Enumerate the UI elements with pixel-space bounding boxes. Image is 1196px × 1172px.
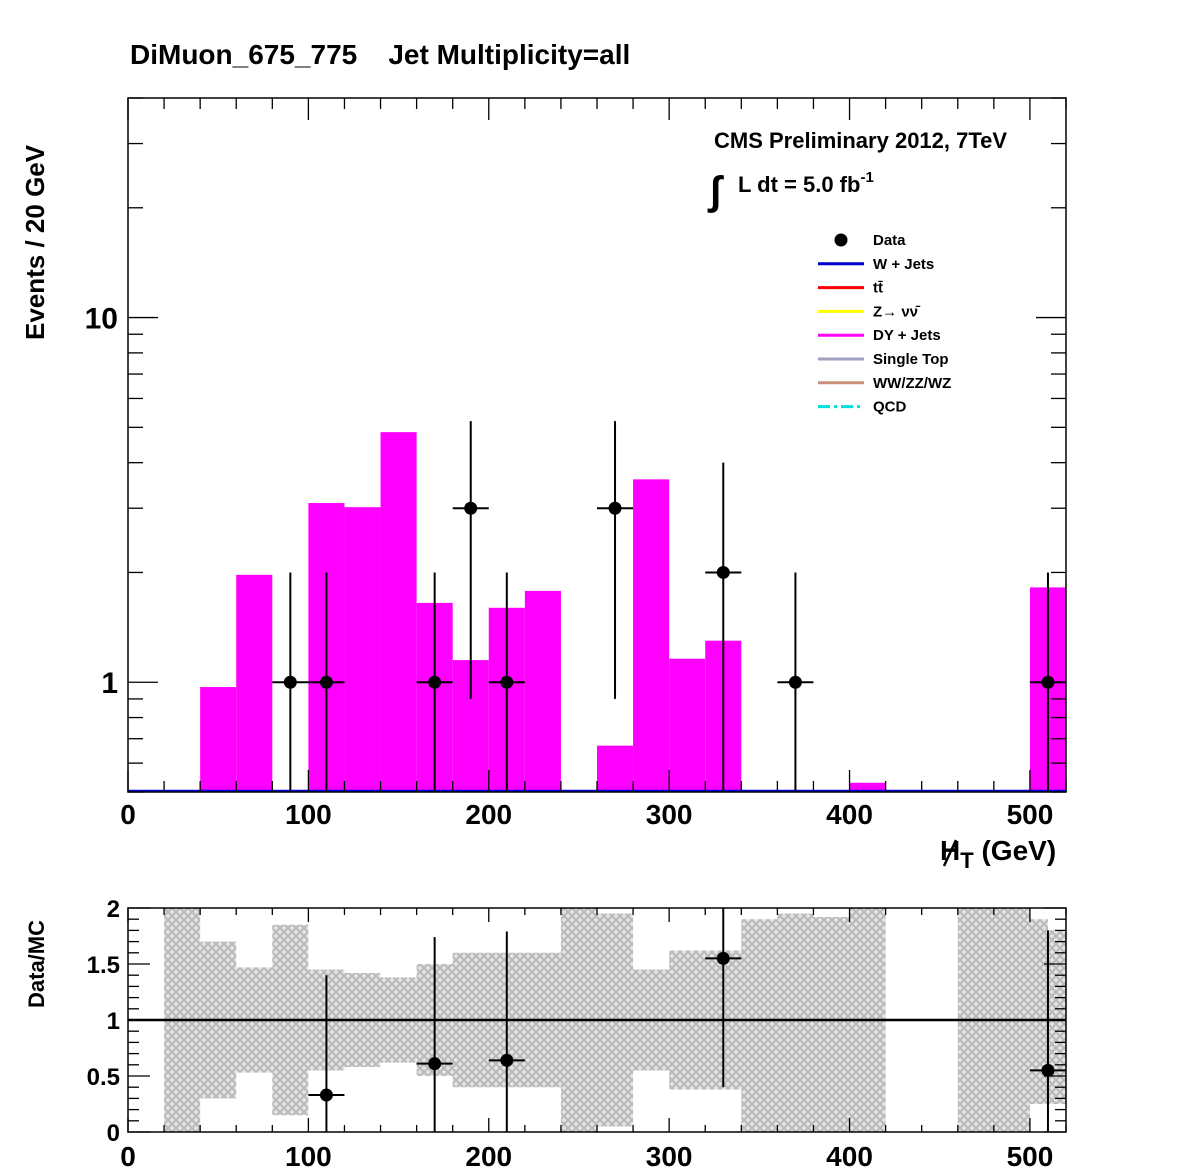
- y-tick-label-0: 1: [101, 667, 118, 700]
- ratio-y-tick-label-2: 1: [107, 1008, 120, 1035]
- ratio-point-0: [319, 1088, 333, 1102]
- ratio-point-1: [428, 1057, 442, 1071]
- band-bin-19: [1047, 930, 1066, 1104]
- x-tick-label-2: 200: [465, 799, 512, 830]
- lumi-text: L dt = 5.0 fb: [738, 172, 860, 197]
- main-axis-ticks: 0 100 200 300 400 500 1 10: [85, 97, 1067, 830]
- dy-bar-10: [633, 479, 670, 792]
- ratio-x-tick-label-2: 200: [465, 1141, 512, 1172]
- dy-bar-11: [669, 658, 706, 792]
- band-bin-14: [777, 913, 814, 1132]
- ratio-y-tick-label-0: 0: [107, 1120, 120, 1147]
- cms-label: CMS Preliminary 2012, 7TeV: [714, 128, 1007, 153]
- legend-label-1: W + Jets: [873, 256, 934, 273]
- ratio-x-tick-label-0: 0: [120, 1141, 136, 1172]
- ratio-axis-ticks: 0 100 200 300 400 500 0 0.5 1 1.5 2: [87, 896, 1067, 1172]
- ratio-points: [308, 908, 1066, 1132]
- dy-bar-13: [849, 782, 886, 792]
- data-point-4: [500, 675, 514, 689]
- data-point-2: [428, 675, 442, 689]
- ratio-point-2: [500, 1053, 514, 1067]
- data-point-0: [283, 675, 297, 689]
- dy-bar-8: [524, 590, 561, 792]
- band-bin-15: [813, 916, 850, 1132]
- dy-bar-3: [344, 507, 381, 792]
- x-tick-label-5: 500: [1007, 799, 1054, 830]
- ratio-y-axis-label: Data/MC: [24, 920, 49, 1008]
- legend-marker-0: [834, 233, 848, 247]
- ratio-point-3: [716, 951, 730, 965]
- data-point-6: [716, 565, 730, 579]
- x-axis-label-unit: (GeV): [974, 835, 1056, 866]
- main-y-axis-label: Events / 20 GeV: [20, 144, 50, 340]
- dy-bar-1: [236, 574, 273, 792]
- lumi-label: L dt = 5.0 fb-1: [738, 169, 874, 197]
- chart-title: DiMuon_675_775 Jet Multiplicity=all: [130, 39, 630, 70]
- integral-sign: ∫: [707, 169, 724, 213]
- band-bin-13: [741, 919, 778, 1132]
- data-point-1: [319, 675, 333, 689]
- x-tick-label-0: 0: [120, 799, 136, 830]
- legend-label-0: Data: [873, 232, 906, 249]
- legend-label-4: DY + Jets: [873, 327, 941, 344]
- x-tick-label-3: 300: [646, 799, 693, 830]
- x-axis-label-sub: T: [960, 848, 974, 873]
- ratio-y-tick-label-3: 1.5: [87, 952, 120, 979]
- ratio-point-4: [1041, 1063, 1055, 1077]
- legend: Data W + Jets tt̄ Z→ νν̄ DY + Jets Single Top…: [818, 232, 951, 416]
- legend-label-6: WW/ZZ/WZ: [873, 375, 951, 392]
- legend-label-3: Z→ νν̄: [873, 303, 921, 320]
- data-point-3: [464, 501, 478, 515]
- data-point-5: [608, 501, 622, 515]
- dy-bar-4: [380, 432, 417, 792]
- dy-jets-histogram: [200, 432, 1066, 792]
- legend-label-7: QCD: [873, 399, 907, 416]
- data-points: [272, 421, 1066, 792]
- ratio-x-tick-label-4: 400: [826, 1141, 873, 1172]
- ratio-x-tick-label-3: 300: [646, 1141, 693, 1172]
- x-tick-label-1: 100: [285, 799, 332, 830]
- ratio-y-tick-label-1: 0.5: [87, 1064, 120, 1091]
- legend-label-5: Single Top: [873, 351, 949, 368]
- ratio-x-tick-label-5: 500: [1007, 1141, 1054, 1172]
- ratio-y-tick-label-4: 2: [107, 896, 120, 923]
- ratio-x-tick-label-1: 100: [285, 1141, 332, 1172]
- data-point-7: [788, 675, 802, 689]
- band-bin-18: [1029, 919, 1048, 1104]
- met-slash: [942, 839, 958, 867]
- dy-bar-0: [200, 687, 237, 792]
- legend-label-2: tt̄: [873, 279, 883, 296]
- dy-bar-9: [597, 745, 634, 792]
- x-tick-label-4: 400: [826, 799, 873, 830]
- y-tick-label-1: 10: [85, 303, 118, 336]
- lumi-exponent: -1: [860, 169, 873, 186]
- x-axis-label: HT (GeV): [940, 835, 1056, 873]
